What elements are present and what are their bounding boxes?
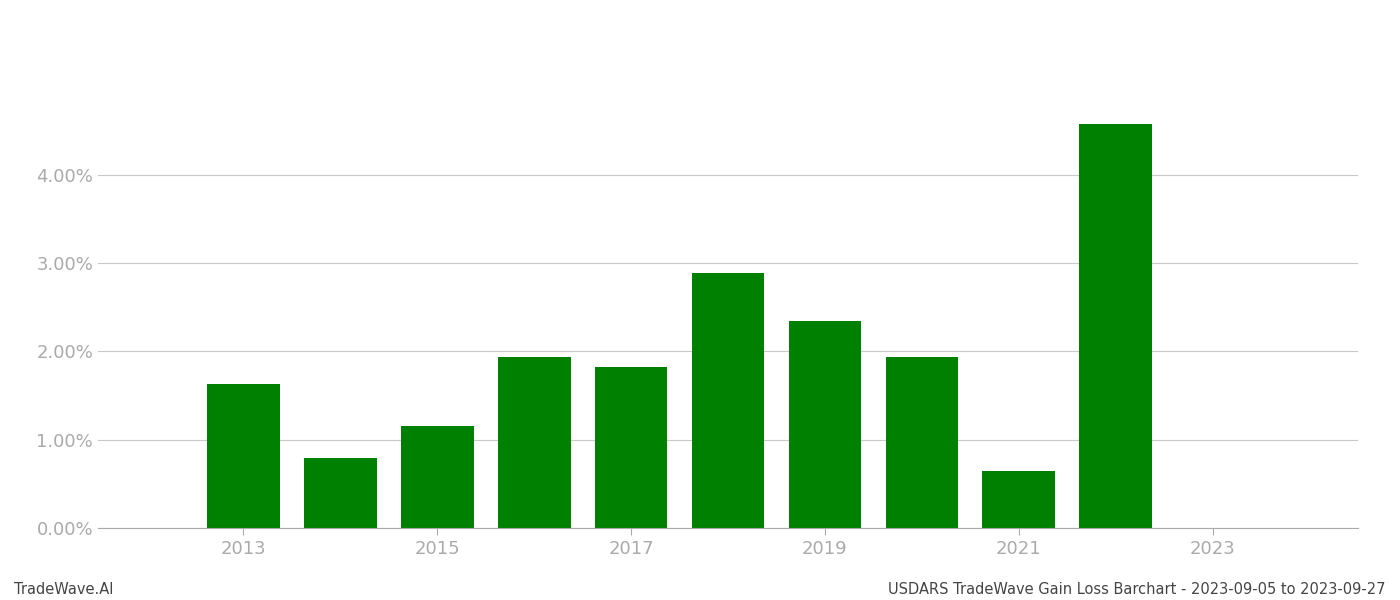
Bar (498, 357, 571, 528)
Bar (207, 383, 280, 528)
Bar (1079, 124, 1152, 528)
Bar (595, 367, 668, 528)
Text: USDARS TradeWave Gain Loss Barchart - 2023-09-05 to 2023-09-27: USDARS TradeWave Gain Loss Barchart - 20… (889, 582, 1386, 597)
Text: TradeWave.AI: TradeWave.AI (14, 582, 113, 597)
Bar (788, 321, 861, 528)
Bar (983, 471, 1056, 528)
Bar (304, 458, 377, 528)
Bar (692, 273, 764, 528)
Bar (886, 357, 958, 528)
Bar (400, 426, 473, 528)
